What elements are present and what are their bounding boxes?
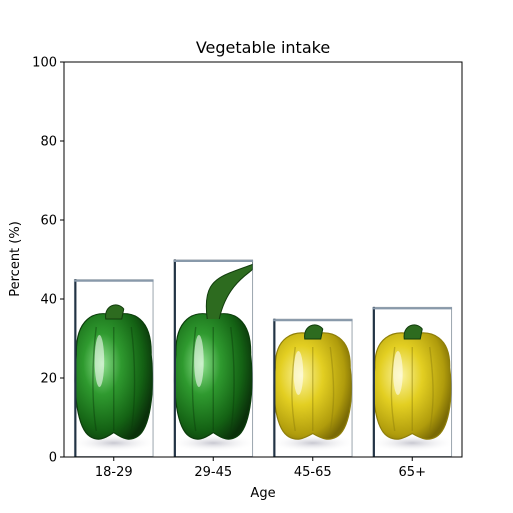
pepper-highlight (94, 335, 105, 387)
y-tick-label: 40 (40, 293, 57, 308)
x-axis: 18-29 29-45 45-65 65+ (95, 457, 426, 480)
pepper-stem-icon (403, 324, 423, 340)
pepper-ridge (291, 346, 296, 432)
plot-area-frame (63, 61, 463, 458)
x-tick-label: 29-45 (194, 465, 232, 480)
pepper-ridge (429, 346, 434, 432)
x-tick-label: 65+ (399, 465, 426, 480)
bar-65+ (372, 306, 453, 457)
pepper-stem-icon (304, 324, 324, 340)
pepper-shadow (73, 434, 154, 452)
y-tick-label: 100 (32, 56, 57, 71)
bars-layer (73, 259, 453, 457)
x-tick-label: 45-65 (294, 465, 332, 480)
pepper-shadow (272, 434, 353, 452)
pepper-shadow (372, 434, 453, 452)
pepper-shadow (173, 434, 254, 452)
pepper-stem-icon (105, 304, 125, 320)
y-tick-label: 0 (49, 451, 57, 466)
y-axis: 0 20 40 60 80 100 (32, 56, 64, 466)
pepper-ridge (130, 326, 136, 432)
x-tick-label: 18-29 (95, 465, 133, 480)
bar-29-45 (173, 259, 254, 457)
pepper-highlight (194, 335, 204, 387)
pepper-stem-icon (205, 261, 254, 320)
pepper-ridge (390, 346, 396, 432)
bar-45-65 (272, 318, 353, 457)
pepper-ridge (230, 326, 235, 432)
bar-18-29 (73, 279, 154, 457)
y-tick-label: 80 (40, 135, 57, 150)
x-axis-label: Age (250, 486, 275, 501)
chart-title: Vegetable intake (196, 38, 330, 57)
pepper-ridge (191, 326, 197, 432)
pepper-ridge (92, 326, 97, 432)
pepper-highlight (293, 351, 304, 395)
y-tick-label: 60 (40, 214, 57, 229)
y-tick-label: 20 (40, 372, 57, 387)
y-axis-label: Percent (%) (8, 221, 23, 297)
pepper-highlight (393, 351, 403, 395)
pepper-ridge (329, 346, 335, 432)
